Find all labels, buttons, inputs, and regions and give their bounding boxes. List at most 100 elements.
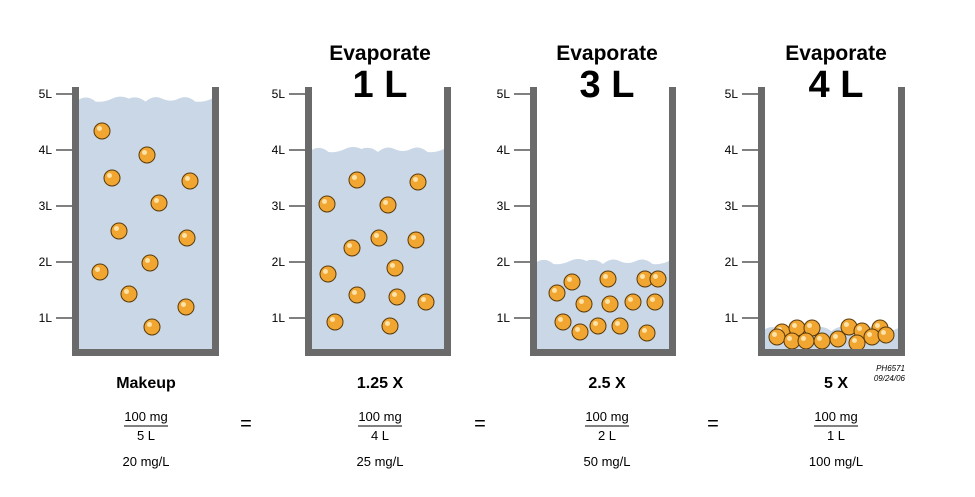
particle-highlight [385, 321, 390, 326]
particle-highlight [628, 297, 633, 302]
solute-particle [768, 328, 786, 346]
concentration-value: 50 mg/L [584, 454, 631, 469]
beaker-base [305, 349, 451, 356]
tick-label: 4L [497, 143, 511, 157]
solute-particle [181, 172, 199, 190]
beaker-wall-left [530, 87, 537, 356]
solute-particle [813, 332, 831, 350]
reference-code: PH6571 [876, 364, 905, 373]
liquid-fill [79, 96, 212, 349]
particle-highlight [807, 323, 812, 328]
beaker-base [530, 349, 676, 356]
particle-highlight [411, 235, 416, 240]
equals-sign-2: = [474, 413, 486, 435]
beaker-wall-left [758, 87, 765, 356]
tick-label: 1L [39, 311, 53, 325]
fraction-denominator: 2 L [598, 428, 616, 443]
liquid-fill [312, 147, 444, 349]
solute-particle [178, 229, 196, 247]
solute-particle [91, 263, 109, 281]
tick-label: 4L [272, 143, 286, 157]
tick-label: 1L [497, 311, 511, 325]
particle-highlight [383, 200, 388, 205]
panel-caption: 5 X [824, 375, 848, 392]
solute-particle [120, 285, 138, 303]
solute-particle [624, 293, 642, 311]
solute-particle [348, 286, 366, 304]
beaker-base [72, 349, 219, 356]
solute-particle [649, 270, 667, 288]
particle-highlight [650, 297, 655, 302]
panel-caption: 2.5 X [588, 375, 626, 392]
particle-highlight [181, 302, 186, 307]
particle-highlight [97, 126, 102, 131]
particle-highlight [182, 233, 187, 238]
beaker-wall-right [898, 87, 905, 356]
solute-particle [863, 328, 881, 346]
solute-particle [348, 171, 366, 189]
particle-highlight [579, 299, 584, 304]
reference-date: 09/24/06 [874, 374, 906, 383]
particle-highlight [145, 258, 150, 263]
tick-label: 3L [497, 199, 511, 213]
tick-label: 5L [725, 87, 739, 101]
particle-highlight [833, 334, 838, 339]
particle-highlight [552, 288, 557, 293]
tick-label: 5L [272, 87, 286, 101]
tick-label: 4L [725, 143, 739, 157]
particle-highlight [107, 173, 112, 178]
tick-label: 5L [39, 87, 53, 101]
solute-particle [138, 146, 156, 164]
particle-highlight [642, 328, 647, 333]
particle-highlight [817, 336, 822, 341]
solute-particle [646, 293, 664, 311]
particle-highlight [792, 323, 797, 328]
particle-highlight [322, 199, 327, 204]
solute-particle [548, 284, 566, 302]
solute-particle [379, 196, 397, 214]
particle-highlight [852, 338, 857, 343]
equals-sign-3: = [707, 413, 719, 435]
tick-label: 1L [725, 311, 739, 325]
particle-highlight [352, 290, 357, 295]
solute-particle [386, 259, 404, 277]
fraction-numerator: 100 mg [124, 409, 167, 424]
fraction-denominator: 5 L [137, 428, 155, 443]
tick-label: 2L [497, 255, 511, 269]
solute-particle [318, 195, 336, 213]
solute-particle [110, 222, 128, 240]
solute-particle [388, 288, 406, 306]
concentration-value: 20 mg/L [123, 454, 170, 469]
solute-particle [407, 231, 425, 249]
fraction-numerator: 100 mg [814, 409, 857, 424]
heading-amount: 4 L [809, 64, 864, 106]
solute-particle [343, 239, 361, 257]
tick-label: 3L [39, 199, 53, 213]
particle-highlight [114, 226, 119, 231]
particle-highlight [787, 336, 792, 341]
particle-highlight [867, 332, 872, 337]
particle-highlight [330, 317, 335, 322]
tick-label: 5L [497, 87, 511, 101]
particle-highlight [593, 321, 598, 326]
particle-highlight [653, 274, 658, 279]
tick-label: 1L [272, 311, 286, 325]
particle-highlight [875, 323, 880, 328]
particle-highlight [142, 150, 147, 155]
solute-particle [589, 317, 607, 335]
solute-particle [563, 273, 581, 291]
heading-evaporate: Evaporate [329, 42, 431, 65]
solute-particle [326, 313, 344, 331]
tick-label: 2L [272, 255, 286, 269]
tick-label: 2L [725, 255, 739, 269]
particle-highlight [421, 297, 426, 302]
beaker-wall-right [669, 87, 676, 356]
heading-amount: 1 L [353, 64, 408, 106]
solute-particle [417, 293, 435, 311]
particle-highlight [801, 336, 806, 341]
concentration-value: 25 mg/L [357, 454, 404, 469]
solute-particle [797, 332, 815, 350]
